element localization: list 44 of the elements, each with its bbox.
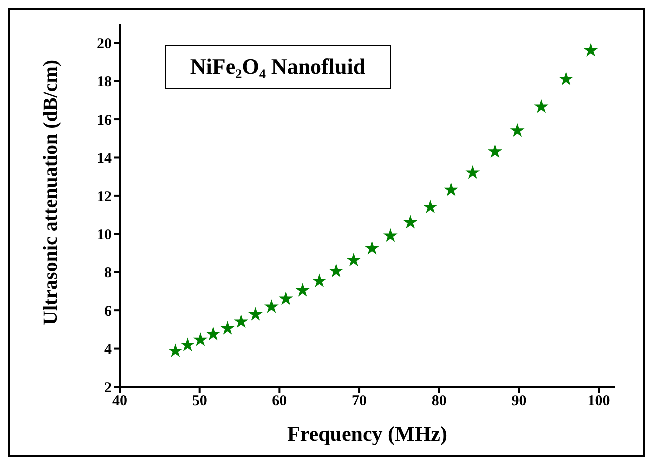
point (365, 241, 380, 255)
point (278, 292, 294, 306)
y-tick-label: 12 (97, 189, 112, 206)
point (403, 215, 418, 229)
point (488, 144, 502, 158)
y-tick-label: 4 (104, 342, 112, 358)
point (180, 338, 196, 352)
point (510, 123, 525, 138)
y-axis-title: Ultrasonic attenuation (dB/cm) (40, 60, 62, 326)
point (220, 321, 235, 335)
point (264, 300, 279, 314)
point (168, 344, 183, 358)
y-tick-label: 2 (104, 380, 112, 396)
point (559, 72, 574, 86)
y-tick-label: 14 (97, 151, 112, 168)
x-axis-title: Frequency (MHz) (288, 422, 448, 446)
point (296, 283, 310, 297)
text: NiFe₂O₄ Nanofluid (165, 45, 391, 89)
point (444, 182, 459, 196)
point (312, 274, 327, 288)
x-tick-label: 40 (112, 394, 128, 410)
point (234, 314, 249, 328)
point (329, 264, 344, 278)
point (346, 252, 362, 267)
point (383, 228, 398, 242)
y-tick-label: 16 (97, 112, 112, 129)
y-tick-label: 6 (104, 304, 112, 320)
x-tick-label: 60 (272, 394, 288, 410)
point (584, 43, 598, 57)
point (534, 100, 549, 114)
x-tick-label: 70 (352, 394, 368, 410)
point (466, 165, 480, 180)
y-tick-label: 10 (97, 227, 112, 244)
y-tick-label: 20 (97, 36, 112, 52)
point (248, 307, 263, 321)
x-tick-label: 100 (588, 394, 610, 410)
point (193, 332, 208, 346)
x-tick-label: 80 (432, 394, 447, 410)
point (206, 326, 221, 341)
y-tick-label: 8 (104, 266, 112, 282)
x-tick-label: 50 (192, 394, 208, 410)
y-tick-label: 18 (97, 74, 112, 91)
point (423, 200, 438, 214)
x-tick-label: 90 (512, 394, 527, 410)
